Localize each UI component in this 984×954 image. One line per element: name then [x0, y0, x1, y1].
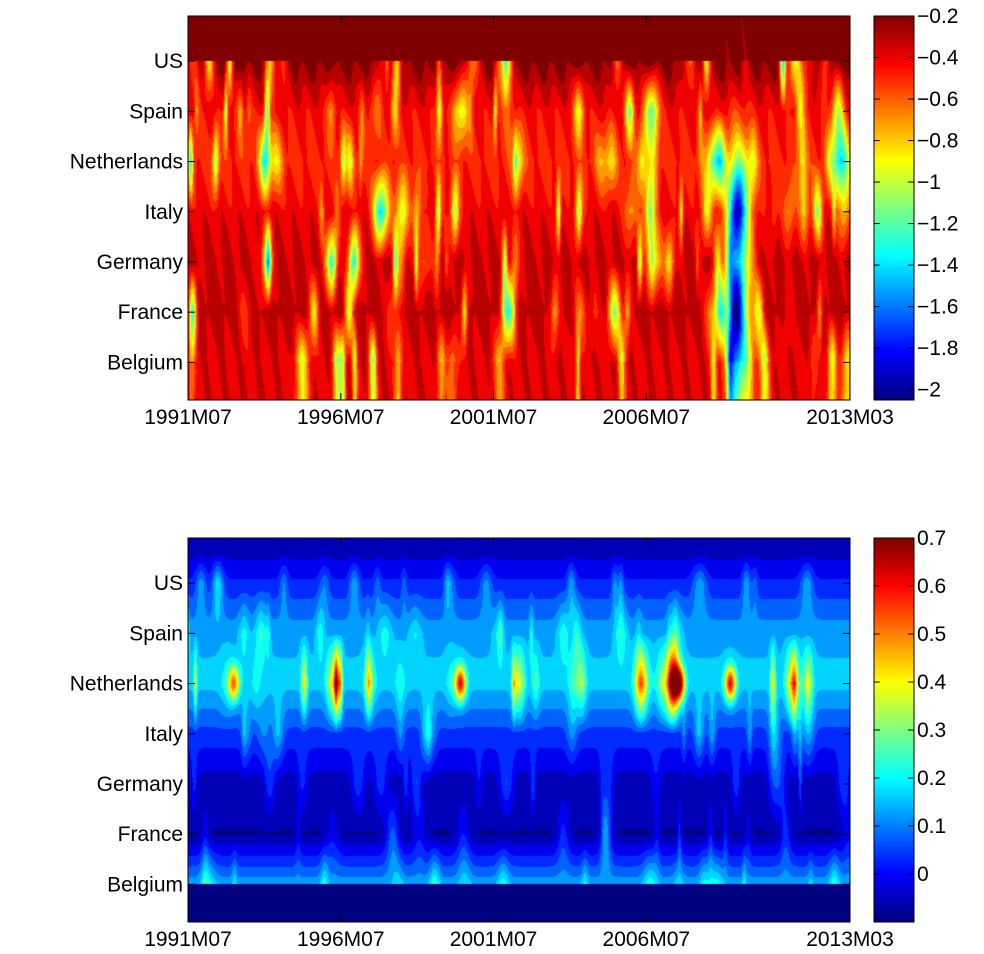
x-tick-label-2013m03: 2013M03 [806, 928, 894, 951]
y-tick-label-netherlands: Netherlands [70, 673, 183, 696]
heatmap-field [188, 538, 850, 922]
y-tick-label-italy: Italy [144, 201, 183, 224]
x-tick-label-2001m07: 2001M07 [450, 928, 538, 951]
y-tick-label-germany: Germany [97, 251, 184, 274]
y-tick-label-belgium: Belgium [107, 351, 183, 374]
plot-frame [187, 15, 851, 401]
y-tick-label-italy: Italy [144, 723, 183, 746]
y-tick-label-france: France [118, 301, 183, 324]
colorbar-gradient [874, 16, 914, 400]
y-tick-label-netherlands: Netherlands [70, 151, 183, 174]
bottom-heatmap-panel: Belgium France Germany Italy Netherlands Spai… [70, 527, 947, 951]
colorbar-tick-label: −1.4 [917, 254, 959, 277]
colorbar-tick-label: 0.7 [917, 527, 946, 550]
y-tick-label-us: US [154, 572, 183, 595]
colorbar-tick-label: −0.4 [917, 47, 959, 70]
colorbar-tick-label: −1.2 [917, 213, 958, 236]
colorbar-tick-label: −0.8 [917, 130, 958, 153]
x-tick-label-2006m07: 2006M07 [603, 928, 691, 951]
colorbar-tick-label: −1 [917, 171, 941, 194]
colorbar-gradient [874, 538, 914, 922]
colorbar-tick-label: 0.2 [917, 767, 946, 790]
y-tick-label-spain: Spain [129, 622, 183, 645]
colorbar-tick-label: −1.8 [917, 337, 958, 360]
x-tick-label-1996m07: 1996M07 [297, 406, 385, 429]
y-tick-label-belgium: Belgium [107, 873, 183, 896]
colorbar-tick-label: 0.3 [917, 719, 946, 742]
colorbar-tick-label: −2 [917, 379, 941, 402]
colorbar-tick-label: −0.6 [917, 88, 958, 111]
colorbar-tick-label: 0.6 [917, 575, 946, 598]
colorbar-tick-label: 0.5 [917, 623, 946, 646]
x-tick-label-2001m07: 2001M07 [450, 406, 538, 429]
heatmap-field [188, 16, 850, 400]
x-tick-label-1996m07: 1996M07 [297, 928, 385, 951]
plot-frame [187, 537, 851, 923]
x-tick-label-2013m03: 2013M03 [806, 406, 894, 429]
colorbar-tick-label: 0.1 [917, 815, 946, 838]
y-tick-label-spain: Spain [129, 100, 183, 123]
colorbar-tick-label: 0.4 [917, 671, 947, 694]
x-tick-label-2006m07: 2006M07 [603, 406, 691, 429]
top-heatmap-panel: Belgium France Germany Italy Netherlands Spai… [70, 5, 959, 429]
y-tick-label-us: US [154, 50, 183, 73]
y-tick-label-france: France [118, 823, 183, 846]
colorbar-tick-label: 0 [917, 863, 929, 886]
y-tick-label-germany: Germany [97, 773, 184, 796]
x-tick-label-1991m07: 1991M07 [144, 406, 232, 429]
colorbar-tick-label: −0.2 [917, 5, 958, 28]
colorbar-tick-label: −1.6 [917, 296, 958, 319]
colorbar-frame [873, 15, 915, 401]
x-tick-label-1991m07: 1991M07 [144, 928, 232, 951]
